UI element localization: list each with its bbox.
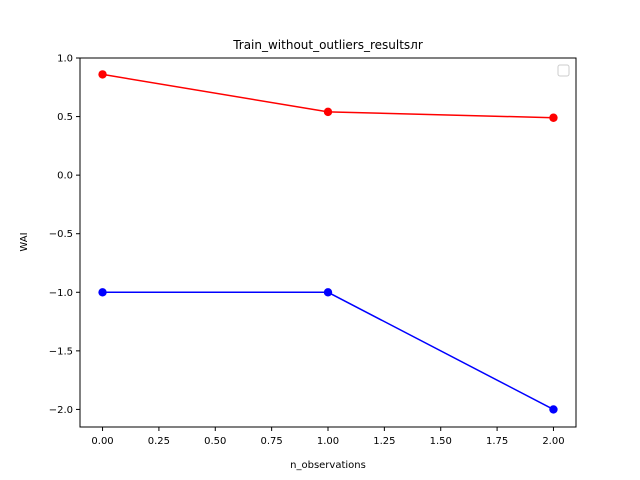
series-0-point bbox=[323, 107, 333, 117]
chart-title: Train_without_outliers_resultsлr bbox=[232, 38, 423, 52]
x-tick-label: 0.25 bbox=[148, 436, 170, 447]
x-tick-label: 1.75 bbox=[486, 436, 508, 447]
series-0-point bbox=[549, 113, 558, 122]
y-axis: 1.0 0.5 0.0 −0.5 −1.0 −1.5 −2.0 bbox=[49, 54, 80, 416]
series-1-point bbox=[98, 288, 107, 297]
x-tick-label: 1.50 bbox=[430, 436, 452, 447]
series-1-line bbox=[102, 291, 554, 411]
x-tick-label: 2.00 bbox=[542, 436, 564, 447]
y-tick-label: −1.5 bbox=[49, 346, 73, 357]
x-axis-title: n_observations bbox=[290, 460, 366, 471]
y-tick-label: −2.0 bbox=[49, 405, 73, 416]
x-tick-label: 1.25 bbox=[373, 436, 395, 447]
series-layer bbox=[98, 70, 558, 414]
y-tick-label: −0.5 bbox=[49, 229, 73, 240]
y-tick-label: −1.0 bbox=[49, 288, 73, 299]
series-1-point bbox=[323, 288, 333, 297]
x-tick-label: 0.50 bbox=[204, 436, 226, 447]
series-0-point bbox=[98, 70, 107, 79]
y-axis-title: WAI bbox=[19, 232, 30, 251]
series-1-point bbox=[549, 405, 558, 414]
x-tick-label: 0.00 bbox=[91, 436, 113, 447]
x-axis: 0.00 0.25 0.50 0.75 1.00 1.25 1.50 1.75 2.00 bbox=[91, 427, 565, 447]
y-tick-label: 0.0 bbox=[57, 171, 73, 182]
y-tick-label: 1.0 bbox=[57, 54, 73, 65]
legend-box bbox=[557, 64, 570, 77]
y-tick-label: 0.5 bbox=[57, 112, 73, 123]
x-tick-label: 0.75 bbox=[261, 436, 283, 447]
x-tick-label: 1.00 bbox=[317, 436, 339, 447]
